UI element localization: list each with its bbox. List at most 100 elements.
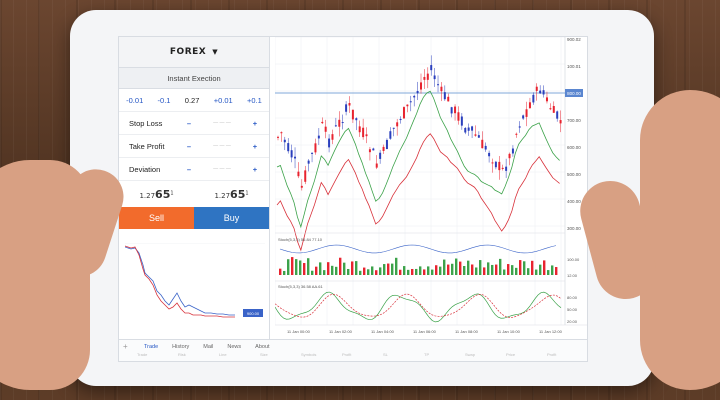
histogram-bar: [379, 267, 382, 275]
histogram-bar: [447, 264, 450, 275]
price-row: 1.27651 1.27651: [119, 181, 269, 207]
candle-body: [494, 161, 497, 168]
histogram-bar: [443, 259, 446, 275]
col-profit: Profit: [342, 352, 352, 357]
histogram-bar: [435, 265, 438, 275]
histogram-bar: [491, 264, 494, 275]
candle-body: [290, 150, 293, 158]
volume-minus-small[interactable]: -0.01: [126, 95, 144, 105]
histogram-bar: [391, 263, 394, 275]
volume-value[interactable]: 0.27: [184, 95, 200, 105]
take-profit-plus-button[interactable]: +: [252, 141, 258, 151]
candle-body: [440, 86, 443, 92]
candle-body: [542, 90, 545, 95]
take-profit-field[interactable]: — — —: [213, 143, 231, 149]
candle-body: [348, 103, 351, 106]
candle-body: [552, 106, 555, 113]
col-size: Size: [260, 352, 268, 357]
deviation-field[interactable]: — — —: [213, 166, 231, 172]
chevron-down-icon: ▼: [212, 48, 219, 56]
histogram-bar: [351, 261, 354, 275]
candle-body: [525, 109, 528, 117]
histogram-bar: [375, 270, 378, 275]
stop-loss-label: Stop Loss: [129, 118, 163, 128]
time-tick: 11 Jan 08:00: [455, 329, 479, 334]
volume-plus-large[interactable]: +0.1: [246, 95, 262, 105]
sell-button[interactable]: Sell: [119, 207, 194, 229]
candle-body: [539, 90, 542, 94]
histogram-bar: [547, 270, 550, 275]
candle-body: [420, 82, 422, 90]
take-profit-label: Take Profit: [129, 141, 165, 151]
volume-minus-large[interactable]: -0.1: [157, 95, 171, 105]
indicator2-label: Stoch(5,3,3) 36.58 AA.61: [278, 284, 323, 289]
symbol-label: FOREX: [169, 47, 207, 57]
candle-body: [535, 86, 538, 91]
mini-line-red: [125, 245, 235, 318]
candle-body: [464, 127, 467, 133]
histogram-bar: [311, 270, 314, 275]
price-tick: 900.02: [567, 37, 581, 42]
indicator1-histogram: [279, 257, 558, 275]
candle-body: [488, 152, 491, 157]
tab-history[interactable]: History: [172, 344, 190, 350]
candlestick-chart[interactable]: 900.02 100.01 800.00 700.00 600.00 500.00 400.…: [274, 37, 587, 339]
indicator1-axis-bottom: 12.00: [567, 273, 578, 278]
candle-body: [362, 127, 365, 138]
stop-loss-plus-button[interactable]: +: [252, 118, 258, 128]
histogram-bar: [383, 264, 386, 275]
histogram-bar: [515, 267, 518, 275]
histogram-bar: [527, 268, 530, 275]
histogram-bar: [555, 267, 558, 275]
candle-body: [314, 143, 317, 153]
candle-body: [341, 122, 344, 124]
buy-button[interactable]: Buy: [194, 207, 269, 229]
histogram-bar: [287, 259, 290, 275]
candle-body: [368, 149, 371, 153]
order-panel: FOREX ▼ Instant Exection -0.01 -0.1 0.27…: [119, 37, 270, 339]
histogram-bar: [535, 269, 538, 275]
candle-body: [406, 104, 409, 107]
candle-body: [328, 138, 331, 148]
take-profit-minus-button[interactable]: –: [186, 141, 192, 151]
histogram-bar: [495, 264, 498, 275]
price-tick: 300.00: [567, 226, 581, 231]
candle-body: [522, 115, 525, 119]
price-axis: 900.02 100.01 800.00 700.00 600.00 500.00 400.…: [567, 37, 581, 231]
candle-body: [498, 161, 501, 171]
histogram-bar: [507, 264, 510, 275]
tab-news[interactable]: News: [227, 344, 242, 350]
histogram-bar: [483, 267, 486, 275]
histogram-bar: [323, 270, 326, 275]
symbol-selector[interactable]: FOREX ▼: [119, 37, 269, 68]
price-tick: 100.01: [567, 64, 581, 69]
candle-body: [549, 108, 552, 110]
add-icon[interactable]: +: [123, 342, 128, 351]
candle-body: [508, 153, 511, 159]
stop-loss-minus-button[interactable]: –: [186, 118, 192, 128]
col-swap: Swap: [465, 352, 476, 357]
histogram-bar: [439, 266, 442, 275]
histogram-bar: [299, 260, 302, 275]
deviation-minus-button[interactable]: –: [186, 164, 192, 174]
histogram-bar: [499, 258, 502, 275]
histogram-bar: [419, 266, 422, 275]
candle-body: [297, 171, 300, 177]
candle-body: [324, 126, 327, 132]
histogram-bar: [283, 270, 286, 275]
stop-loss-field[interactable]: — — —: [213, 120, 231, 126]
candle-body: [375, 163, 378, 168]
time-tick: 11 Jan 04:00: [371, 329, 395, 334]
time-tick: 11 Jan 00:00: [287, 329, 311, 334]
mini-price-chart: 900.00: [125, 243, 265, 318]
deviation-plus-button[interactable]: +: [252, 164, 258, 174]
candle-body: [511, 148, 514, 154]
candle-body: [460, 116, 463, 126]
moving-average-green: [276, 90, 560, 229]
tab-trade[interactable]: Trade: [144, 344, 159, 350]
tab-mail[interactable]: Mail: [203, 344, 214, 350]
execution-mode: Instant Exection: [119, 68, 269, 89]
volume-plus-small[interactable]: +0.01: [213, 95, 233, 105]
price-tick: 400.00: [567, 199, 581, 204]
tab-about[interactable]: About: [255, 344, 270, 350]
